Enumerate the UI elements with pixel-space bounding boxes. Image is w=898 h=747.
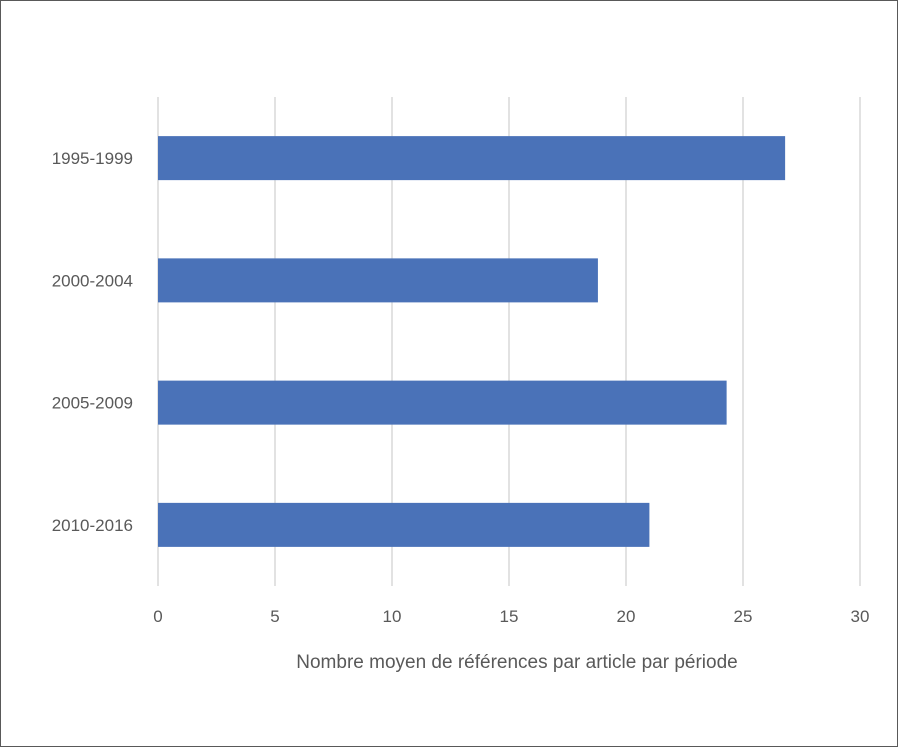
x-tick-labels: 0 5 10 15 20 25 30 <box>153 607 869 626</box>
x-tick-label: 0 <box>153 607 162 626</box>
bar-2010-2016 <box>158 502 650 547</box>
bar-2005-2009 <box>158 380 727 425</box>
bar-2000-2004 <box>158 258 598 303</box>
x-tick-label: 20 <box>617 607 636 626</box>
x-tick-label: 15 <box>500 607 519 626</box>
category-label: 2000-2004 <box>52 271 133 290</box>
category-labels: 1995-1999 2000-2004 2005-2009 2010-2016 <box>52 149 133 535</box>
x-tick-label: 5 <box>270 607 279 626</box>
x-axis-title: Nombre moyen de références par article p… <box>296 652 737 673</box>
x-tick-label: 30 <box>851 607 870 626</box>
bars <box>158 136 786 547</box>
bar-1995-1999 <box>158 136 786 181</box>
x-tick-label: 25 <box>734 607 753 626</box>
category-label: 2010-2016 <box>52 516 133 535</box>
category-label: 1995-1999 <box>52 149 133 168</box>
x-tick-label: 10 <box>383 607 402 626</box>
category-label: 2005-2009 <box>52 394 133 413</box>
